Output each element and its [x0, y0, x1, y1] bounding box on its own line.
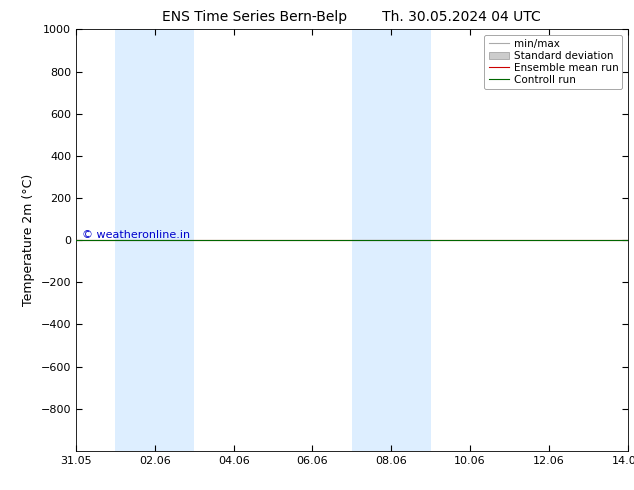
Text: © weatheronline.in: © weatheronline.in [82, 230, 190, 240]
Bar [115, 29, 194, 451]
Legend: min/max, Standard deviation, Ensemble mean run, Controll run: min/max, Standard deviation, Ensemble me… [484, 35, 623, 89]
Bar [352, 29, 430, 451]
Y-axis label: Temperature 2m (°C): Temperature 2m (°C) [22, 174, 35, 306]
Title: ENS Time Series Bern-Belp        Th. 30.05.2024 04 UTC: ENS Time Series Bern-Belp Th. 30.05.2024… [162, 10, 541, 24]
